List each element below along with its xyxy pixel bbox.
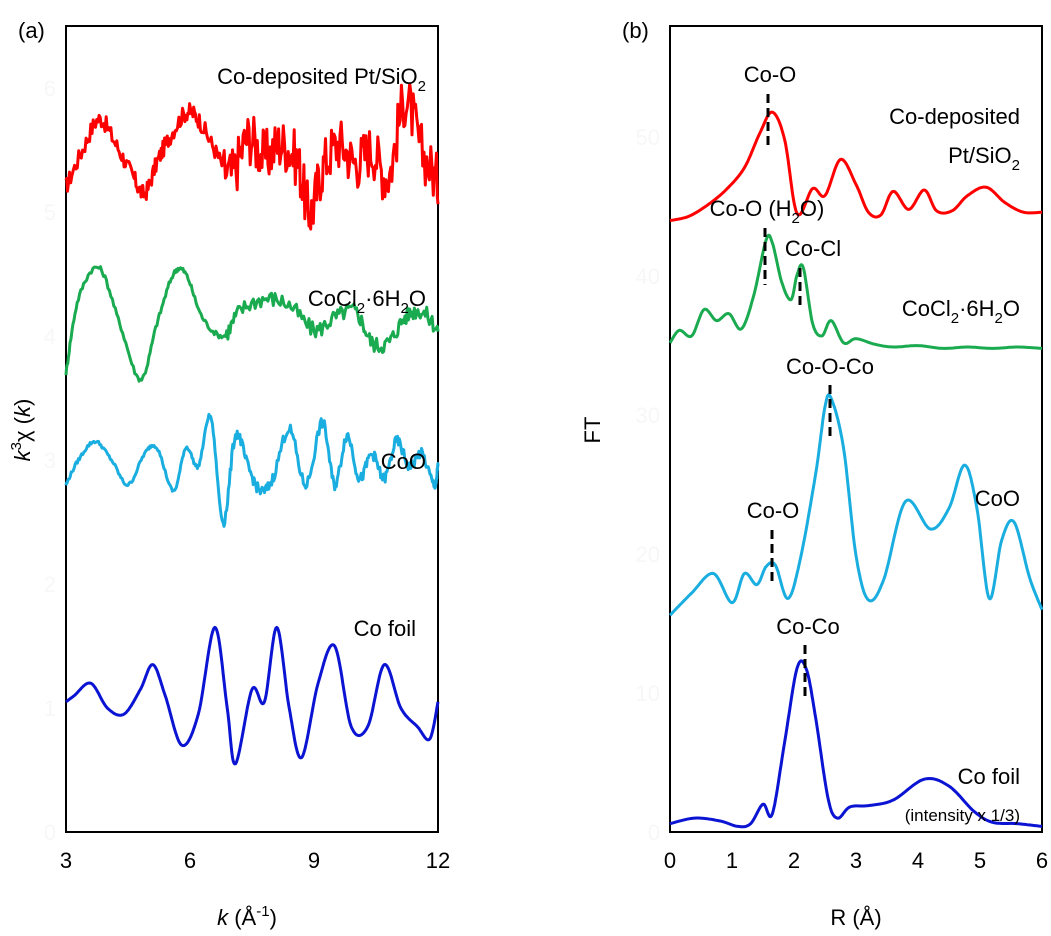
curve-label-co-pt-1: Co-deposited <box>889 104 1020 129</box>
panel-b-peak-markers <box>763 94 832 700</box>
curve-label-cofoil-note: (intensity x 1/3) <box>905 806 1020 825</box>
panel-b-curve-labels: Co-deposited Pt/SiO2 CoCl2·6H2O CoO Co foil (… <box>889 104 1020 825</box>
y-tick-label: 4 <box>44 324 56 349</box>
panel-a-y-axis-label: k3χ (k) <box>8 399 35 462</box>
y-tick-label: 5 <box>44 200 56 225</box>
panel-a-series <box>64 82 440 766</box>
y-tick-label: 3 <box>44 448 56 473</box>
curve-label-coo: CoO <box>381 449 426 474</box>
x-tick-label: 4 <box>912 848 924 873</box>
curve-label-cofoil: Co foil <box>354 616 416 641</box>
curve-label-coo: CoO <box>975 486 1020 511</box>
annotation-ann-coo-pt: Co-O <box>744 62 797 87</box>
curve-label-cocl2: CoCl2·6H2O <box>308 286 426 317</box>
x-tick-label: 3 <box>60 848 72 873</box>
curve-label-cofoil: Co foil <box>958 764 1020 789</box>
panel-b-series <box>668 110 1044 829</box>
y-tick-label: 1 <box>44 696 56 721</box>
series-b-3-line <box>669 659 1043 829</box>
annotation-ann-coco: Co-Co <box>776 614 840 639</box>
panel-a-x-tick-labels: 3 6 9 12 <box>60 848 450 873</box>
series-a-0-line <box>64 82 440 231</box>
series-b-1-line <box>668 233 1043 350</box>
y-tick-label: 0 <box>44 820 56 845</box>
annotation-ann-cooco: Co-O-Co <box>786 354 874 379</box>
series-a-3-line <box>64 625 440 766</box>
x-tick-label: 0 <box>664 848 676 873</box>
series-b-2-line <box>668 393 1044 617</box>
x-tick-label: 1 <box>726 848 738 873</box>
y-tick-label: 2 <box>44 572 56 597</box>
annotation-ann-cocl: Co-Cl <box>785 236 841 261</box>
y-tick-label: 50 <box>636 125 660 150</box>
panel-b-y-axis-label: FT <box>580 417 605 444</box>
panel-a-label: (a) <box>18 18 45 43</box>
x-tick-label: 6 <box>1036 848 1048 873</box>
x-tick-label: 3 <box>850 848 862 873</box>
panel-b-frame <box>669 25 1043 833</box>
panel-b-x-tick-labels: 0 1 2 3 4 5 6 <box>664 848 1048 873</box>
curve-label-co-pt-2: Pt/SiO2 <box>948 143 1020 174</box>
panel-b-annotations: Co-O Co-O (H2O) Co-Cl Co-O-Co Co-O Co-Co <box>710 62 874 639</box>
panel-a-x-axis-label: k (Å-1) <box>217 903 277 930</box>
annotation-ann-coo-coo: Co-O <box>747 498 800 523</box>
curve-label-co-pt: Co-deposited Pt/SiO2 <box>217 64 426 95</box>
panel-a-curve-labels: Co-deposited Pt/SiO2 CoCl2·6H2O CoO Co foil <box>217 64 426 641</box>
y-tick-label: 20 <box>636 542 660 567</box>
panel-b-label: (b) <box>622 18 649 43</box>
panel-b-x-axis-label: R (Å) <box>830 905 881 930</box>
y-tick-label: 6 <box>44 76 56 101</box>
y-tick-label: 0 <box>648 820 660 845</box>
panel-b: (b) 0 10 20 30 40 50 0 1 2 3 4 5 6 Co-deposited Pt/S… <box>580 18 1048 930</box>
curve-label-cocl2: CoCl2·6H2O <box>902 296 1020 327</box>
series-a-1-line <box>64 265 440 383</box>
panel-a-y-tick-labels: 0 1 2 3 4 5 6 <box>44 76 56 845</box>
series-a-2-line <box>64 412 440 528</box>
x-tick-label: 6 <box>184 848 196 873</box>
y-tick-label: 40 <box>636 264 660 289</box>
y-tick-label: 30 <box>636 403 660 428</box>
x-tick-label: 2 <box>788 848 800 873</box>
y-tick-label: 10 <box>636 681 660 706</box>
panel-a-frame <box>65 25 439 833</box>
x-tick-label: 9 <box>308 848 320 873</box>
series-b-0-line <box>669 110 1043 223</box>
annotation-ann-coo-h2o: Co-O (H2O) <box>710 196 825 227</box>
x-tick-label: 12 <box>426 848 450 873</box>
x-tick-label: 5 <box>974 848 986 873</box>
panel-b-y-tick-labels: 0 10 20 30 40 50 <box>636 125 660 845</box>
